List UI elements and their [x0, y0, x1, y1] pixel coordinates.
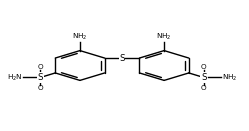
Text: NH$_2$: NH$_2$: [156, 31, 172, 42]
Text: H$_2$N: H$_2$N: [7, 72, 22, 83]
Text: NH$_2$: NH$_2$: [222, 72, 237, 83]
Text: O: O: [37, 64, 43, 70]
Text: S: S: [119, 54, 125, 62]
Text: NH$_2$: NH$_2$: [72, 31, 88, 42]
Text: O: O: [201, 85, 207, 91]
Text: O: O: [37, 85, 43, 91]
Text: S: S: [201, 73, 206, 82]
Text: S: S: [38, 73, 43, 82]
Text: O: O: [201, 64, 207, 70]
